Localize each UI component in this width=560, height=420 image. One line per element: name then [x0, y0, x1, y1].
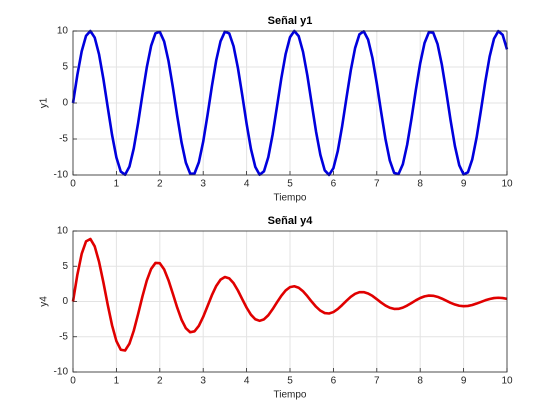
y-tick-label: -5 — [59, 134, 68, 145]
axes-box — [72, 230, 508, 373]
data-line — [71, 29, 509, 177]
x-tick-label: 2 — [157, 376, 163, 387]
x-tick-label: 9 — [461, 376, 467, 387]
x-tick-label: 0 — [70, 179, 76, 190]
x-axis-label: Tiempo — [274, 390, 307, 401]
y-tick-label: -10 — [54, 367, 69, 378]
x-tick-label: 10 — [501, 179, 513, 190]
y-tick-label: -5 — [59, 331, 68, 342]
chart-title: Señal y1 — [268, 15, 313, 27]
y-axis-label: y4 — [39, 296, 50, 307]
x-tick-label: 9 — [461, 179, 467, 190]
y-tick-label: 0 — [62, 296, 68, 307]
y-tick-label: 10 — [57, 26, 69, 37]
x-tick-label: 1 — [114, 376, 120, 387]
x-tick-label: 4 — [244, 179, 250, 190]
x-tick-label: 7 — [374, 179, 380, 190]
x-tick-label: 7 — [374, 376, 380, 387]
x-tick-label: 4 — [244, 376, 250, 387]
x-tick-label: 2 — [157, 179, 163, 190]
y-tick-label: -10 — [54, 170, 69, 181]
x-tick-label: 6 — [331, 376, 337, 387]
chart-title: Señal y4 — [268, 215, 314, 227]
x-tick-label: 0 — [70, 376, 76, 387]
x-tick-label: 8 — [417, 179, 423, 190]
y-axis-label: y1 — [39, 97, 50, 108]
data-line — [71, 237, 508, 352]
x-tick-label: 8 — [417, 376, 423, 387]
x-tick-label: 5 — [287, 376, 293, 387]
x-tick-label: 10 — [501, 376, 513, 387]
y-tick-label: 5 — [62, 261, 68, 272]
y-tick-label: 0 — [62, 98, 68, 109]
x-tick-label: 3 — [200, 179, 206, 190]
axes-box — [72, 30, 508, 176]
y-tick-label: 5 — [62, 62, 68, 73]
y-tick-label: 10 — [57, 226, 69, 237]
x-tick-label: 3 — [200, 376, 206, 387]
x-tick-label: 6 — [331, 179, 337, 190]
x-tick-label: 1 — [114, 179, 120, 190]
x-tick-label: 5 — [287, 179, 293, 190]
x-axis-label: Tiempo — [274, 193, 307, 204]
